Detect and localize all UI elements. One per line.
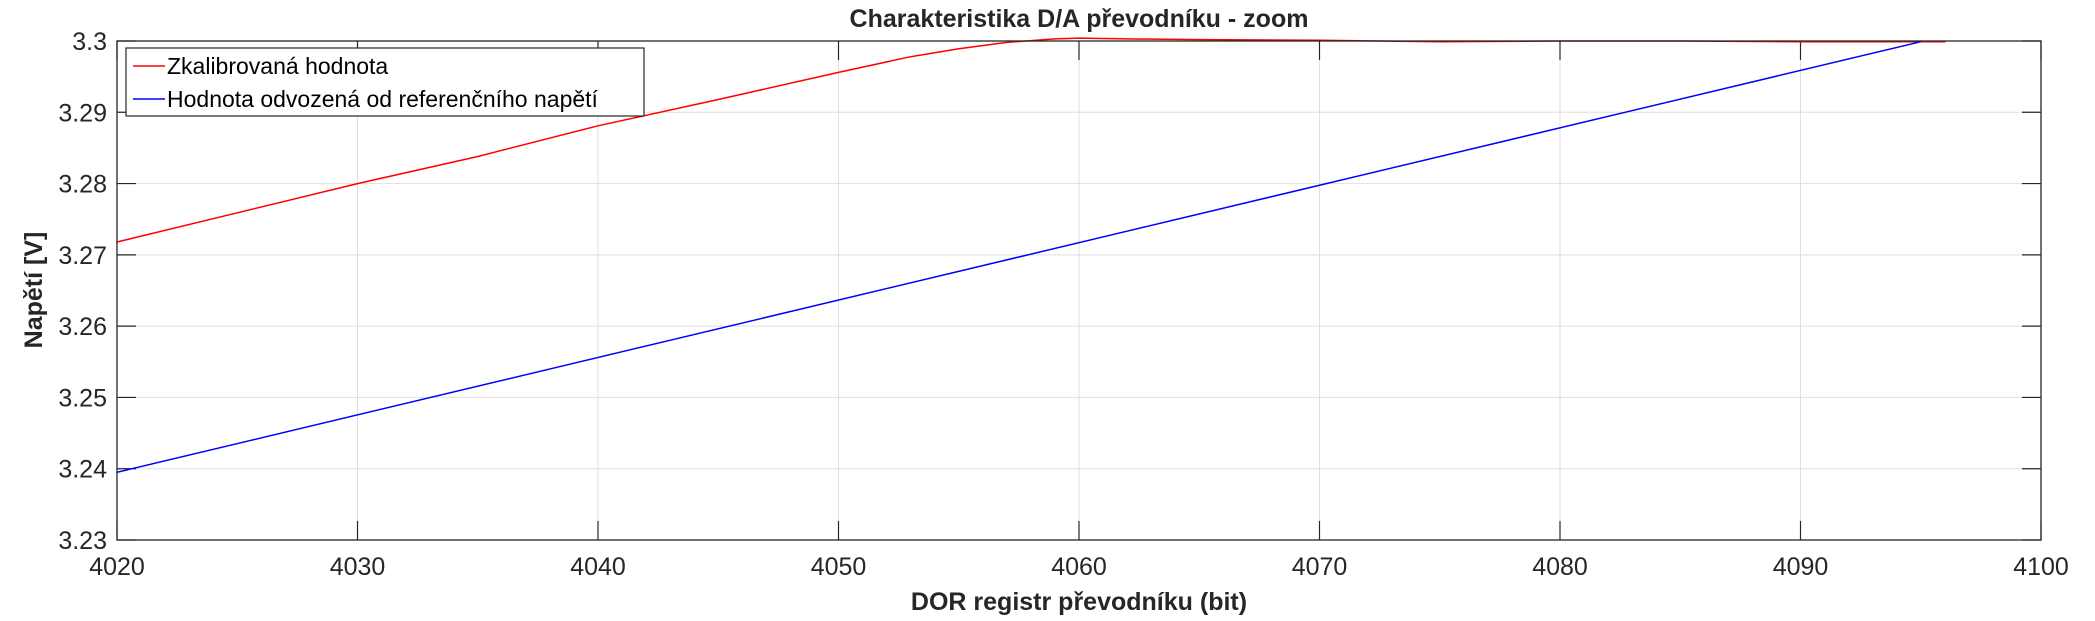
legend-label-hodnota-odvozena: Hodnota odvozená od referenčního napětí: [167, 86, 599, 112]
y-axis-label: Napětí [V]: [20, 232, 48, 349]
legend-label-zkalibrovana-hodnota: Zkalibrovaná hodnota: [167, 53, 388, 79]
x-tick-label: 4060: [1051, 553, 1107, 581]
y-tick-label: 3.3: [72, 28, 107, 56]
x-tick-label: 4020: [89, 553, 145, 581]
legend: Zkalibrovaná hodnota Hodnota odvozená od…: [125, 47, 645, 117]
x-tick-label: 4030: [330, 553, 386, 581]
x-tick-label: 4050: [811, 553, 867, 581]
y-tick-label: 3.28: [58, 171, 107, 199]
x-tick-label: 4070: [1292, 553, 1348, 581]
x-tick-label: 4100: [2013, 553, 2069, 581]
y-tick-label: 3.23: [58, 527, 107, 555]
legend-box: [125, 47, 645, 117]
x-tick-label: 4040: [570, 553, 626, 581]
y-tick-labels: 3.23 3.24 3.25 3.26 3.27 3.28 3.29 3.3: [58, 28, 107, 555]
x-tick-label: 4090: [1773, 553, 1829, 581]
chart-title: Charakteristika D/A převodníku - zoom: [850, 5, 1309, 33]
series-line-1: [116, 40, 1922, 474]
x-axis-label: DOR registr převodníku (bit): [911, 588, 1247, 616]
x-tick-label: 4080: [1532, 553, 1588, 581]
y-tick-label: 3.24: [58, 456, 107, 484]
y-tick-label: 3.26: [58, 313, 107, 341]
y-tick-label: 3.29: [58, 99, 107, 127]
x-tick-labels: 4020 4030 4040 4050 4060 4070 4080 4090 4100: [89, 553, 2069, 581]
y-tick-label: 3.25: [58, 384, 107, 412]
y-tick-label: 3.27: [58, 242, 107, 270]
plot-frame: [116, 40, 2042, 541]
